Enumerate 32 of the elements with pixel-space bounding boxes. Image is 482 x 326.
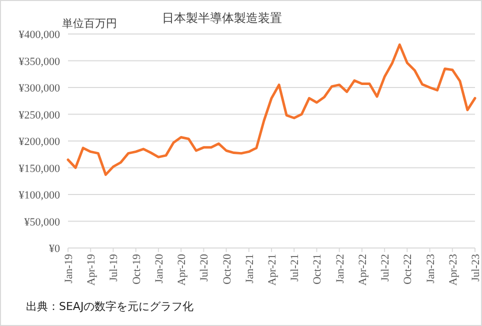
line-series <box>66 43 476 176</box>
x-tick-label: Jan-19 <box>63 254 75 284</box>
y-tick-label: ¥300,000 <box>18 82 60 94</box>
y-tick-label: ¥400,000 <box>18 29 60 41</box>
y-tick-label: ¥100,000 <box>18 190 60 202</box>
y-tick-label: ¥250,000 <box>18 109 60 122</box>
x-tick-label: Oct-19 <box>130 254 143 285</box>
x-tick-label: Jul-22 <box>380 254 392 282</box>
y-tick-label: ¥0 <box>49 243 60 255</box>
source-note: 出典：SEAJの数字を元にグラフ化 <box>26 300 194 313</box>
y-axis-title: 単位百万円 <box>62 17 117 30</box>
y-tick-label: ¥150,000 <box>18 162 60 175</box>
x-tick-label: Apr-23 <box>447 254 460 286</box>
x-tick-label: Apr-22 <box>356 254 369 286</box>
y-tick-label: ¥350,000 <box>18 56 60 68</box>
x-tick-label: Jul-20 <box>198 254 211 282</box>
x-tick-label: Jan-22 <box>334 254 346 284</box>
x-tick-label: Oct-20 <box>221 254 234 285</box>
x-tick-label: Jan-20 <box>153 254 166 284</box>
x-tick-label: Jul-21 <box>289 254 302 282</box>
x-tick-label: Apr-21 <box>266 254 278 286</box>
x-tick-label: Oct-21 <box>312 254 324 285</box>
x-tick-label: Jan-21 <box>244 254 256 284</box>
x-tick-label: Apr-20 <box>176 254 188 286</box>
x-tick-label: Oct-22 <box>402 254 414 285</box>
y-tick-label: ¥200,000 <box>18 136 60 148</box>
y-tick-label: ¥50,000 <box>24 216 60 228</box>
x-tick-label: Jul-23 <box>470 254 482 282</box>
chart-title: 日本製半導体製造装置 <box>162 11 282 25</box>
x-tick-label: Jan-23 <box>424 254 437 284</box>
x-tick-label: Apr-19 <box>86 254 98 286</box>
x-tick-label: Jul-19 <box>108 254 120 282</box>
